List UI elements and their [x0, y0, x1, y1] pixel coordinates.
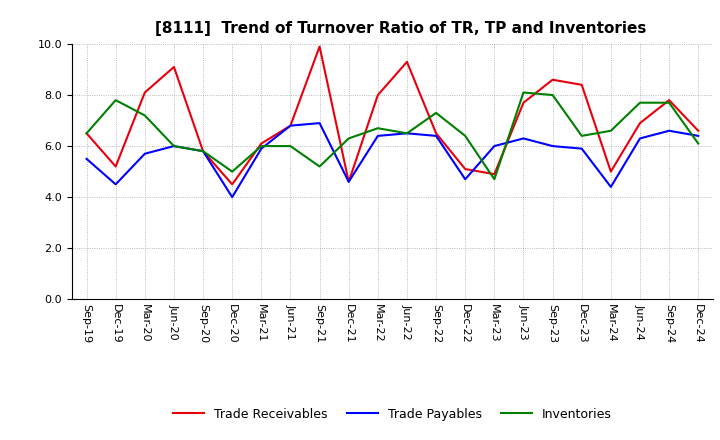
Trade Receivables: [228, 182, 236, 187]
Inventories: [606, 128, 615, 133]
Inventories: [228, 169, 236, 174]
Inventories: [402, 131, 411, 136]
Trade Receivables: [548, 77, 557, 82]
Trade Payables: [140, 151, 149, 156]
Legend: Trade Receivables, Trade Payables, Inventories: Trade Receivables, Trade Payables, Inven…: [168, 403, 617, 425]
Trade Receivables: [286, 123, 294, 128]
Trade Payables: [402, 131, 411, 136]
Inventories: [315, 164, 324, 169]
Trade Receivables: [257, 141, 266, 146]
Inventories: [82, 131, 91, 136]
Trade Payables: [519, 136, 528, 141]
Trade Payables: [257, 146, 266, 151]
Trade Payables: [374, 133, 382, 139]
Trade Receivables: [461, 166, 469, 172]
Trade Payables: [228, 194, 236, 200]
Inventories: [577, 133, 586, 139]
Trade Receivables: [112, 164, 120, 169]
Inventories: [665, 100, 673, 105]
Inventories: [140, 113, 149, 118]
Trade Payables: [548, 143, 557, 149]
Trade Receivables: [606, 169, 615, 174]
Inventories: [374, 125, 382, 131]
Trade Payables: [694, 133, 703, 139]
Trade Payables: [577, 146, 586, 151]
Trade Receivables: [577, 82, 586, 88]
Inventories: [461, 133, 469, 139]
Trade Payables: [344, 179, 353, 184]
Trade Receivables: [402, 59, 411, 65]
Trade Receivables: [170, 64, 179, 70]
Trade Receivables: [82, 131, 91, 136]
Inventories: [286, 143, 294, 149]
Text: [8111]  Trend of Turnover Ratio of TR, TP and Inventories: [8111] Trend of Turnover Ratio of TR, TP…: [156, 21, 647, 36]
Inventories: [636, 100, 644, 105]
Inventories: [519, 90, 528, 95]
Inventories: [170, 143, 179, 149]
Trade Payables: [432, 133, 441, 139]
Inventories: [257, 143, 266, 149]
Inventories: [199, 149, 207, 154]
Trade Payables: [490, 143, 499, 149]
Inventories: [432, 110, 441, 116]
Inventories: [344, 136, 353, 141]
Trade Payables: [82, 156, 91, 161]
Inventories: [548, 92, 557, 98]
Trade Receivables: [432, 131, 441, 136]
Trade Receivables: [694, 128, 703, 133]
Line: Trade Payables: Trade Payables: [86, 123, 698, 197]
Trade Receivables: [490, 172, 499, 177]
Trade Payables: [286, 123, 294, 128]
Trade Payables: [461, 176, 469, 182]
Trade Payables: [199, 149, 207, 154]
Trade Payables: [112, 182, 120, 187]
Trade Payables: [665, 128, 673, 133]
Trade Payables: [606, 184, 615, 190]
Inventories: [694, 141, 703, 146]
Trade Receivables: [199, 149, 207, 154]
Trade Receivables: [140, 90, 149, 95]
Trade Payables: [636, 136, 644, 141]
Trade Receivables: [374, 92, 382, 98]
Inventories: [112, 98, 120, 103]
Trade Payables: [170, 143, 179, 149]
Trade Payables: [315, 121, 324, 126]
Trade Receivables: [344, 179, 353, 184]
Line: Inventories: Inventories: [86, 92, 698, 179]
Inventories: [490, 176, 499, 182]
Trade Receivables: [665, 98, 673, 103]
Trade Receivables: [519, 100, 528, 105]
Trade Receivables: [315, 44, 324, 49]
Trade Receivables: [636, 121, 644, 126]
Line: Trade Receivables: Trade Receivables: [86, 47, 698, 184]
